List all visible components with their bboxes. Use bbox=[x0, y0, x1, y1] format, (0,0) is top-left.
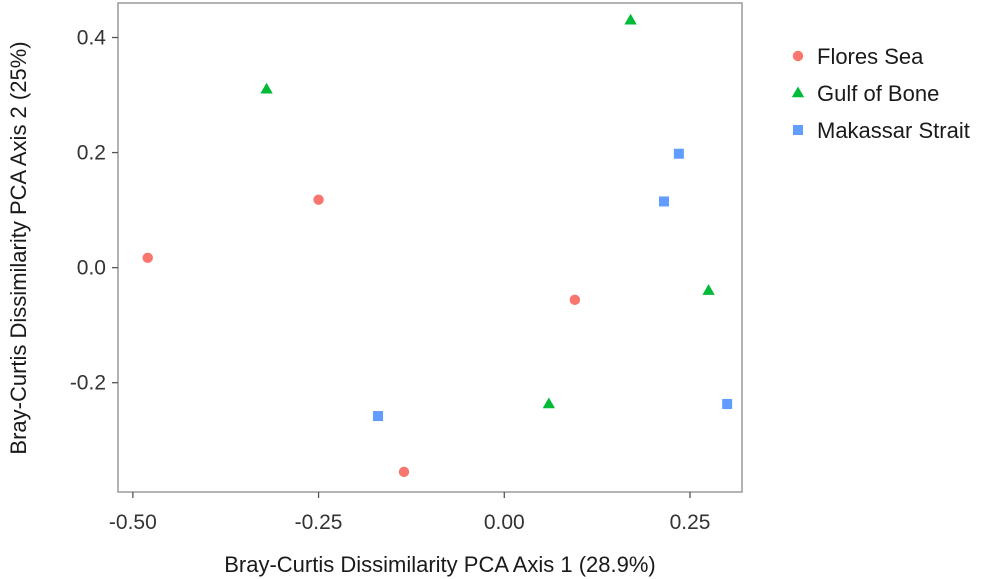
point-gulf-of-bone bbox=[542, 397, 556, 409]
x-tick-label: 0.00 bbox=[484, 511, 525, 534]
y-tick-label: 0.4 bbox=[77, 27, 107, 50]
point-gulf-of-bone bbox=[702, 284, 715, 295]
y-tick-label: -0.2 bbox=[70, 372, 106, 395]
legend-key-flores-sea bbox=[792, 50, 804, 62]
legend-label-makassar-strait: Makassar Strait bbox=[817, 118, 970, 143]
point-flores-sea bbox=[569, 294, 581, 306]
x-tick-label: -0.50 bbox=[109, 511, 157, 534]
x-tick-label: 0.25 bbox=[670, 511, 711, 534]
legend-label-gulf-of-bone: Gulf of Bone bbox=[817, 81, 939, 106]
x-axis: -0.50 -0.25 0.00 0.25 bbox=[109, 492, 711, 534]
plot-panel bbox=[117, 2, 743, 493]
x-tick-label: -0.25 bbox=[295, 511, 343, 534]
point-makassar-strait bbox=[673, 148, 684, 159]
legend: Flores Sea Gulf of Bone Makassar Strait bbox=[791, 44, 970, 143]
point-gulf-of-bone bbox=[260, 82, 273, 94]
point-makassar-strait bbox=[373, 411, 383, 422]
y-tick-label: 0.2 bbox=[77, 142, 106, 165]
legend-key-makassar-strait bbox=[793, 125, 803, 135]
point-flores-sea bbox=[142, 252, 153, 264]
legend-key-gulf-of-bone bbox=[791, 86, 805, 98]
x-axis-title: Bray-Curtis Dissimilarity PCA Axis 1 (28… bbox=[224, 552, 656, 577]
point-flores-sea bbox=[313, 194, 324, 205]
data-points bbox=[142, 13, 733, 478]
point-makassar-strait bbox=[722, 398, 733, 409]
y-axis: -0.2 0.0 0.2 0.4 bbox=[70, 27, 118, 395]
point-gulf-of-bone bbox=[624, 13, 637, 25]
point-makassar-strait bbox=[659, 196, 669, 207]
point-flores-sea bbox=[398, 466, 410, 478]
y-tick-label: 0.0 bbox=[77, 257, 106, 280]
legend-label-flores-sea: Flores Sea bbox=[817, 44, 924, 69]
y-axis-title: Bray-Curtis Dissimilarity PCA Axis 2 (25… bbox=[6, 41, 31, 454]
